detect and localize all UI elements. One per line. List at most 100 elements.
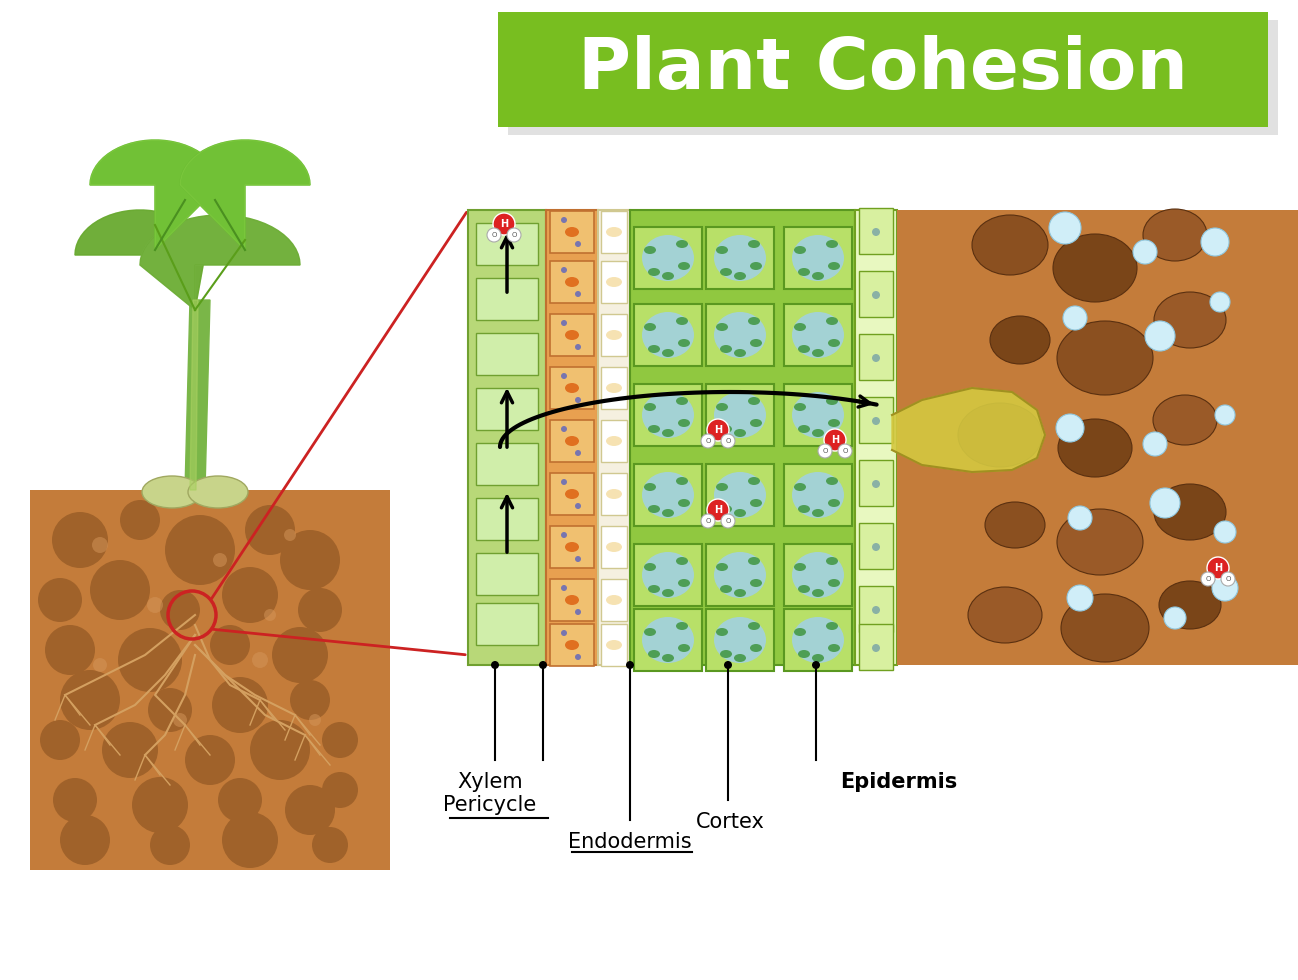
- Polygon shape: [75, 210, 205, 310]
- Circle shape: [872, 480, 880, 488]
- Circle shape: [273, 627, 328, 683]
- Circle shape: [1133, 240, 1157, 264]
- Ellipse shape: [648, 425, 659, 433]
- Ellipse shape: [606, 383, 622, 393]
- Circle shape: [872, 354, 880, 362]
- Bar: [476, 603, 537, 645]
- Bar: [706, 384, 774, 446]
- Circle shape: [38, 578, 82, 622]
- Bar: [784, 544, 851, 606]
- Circle shape: [186, 735, 235, 785]
- Circle shape: [1207, 557, 1229, 579]
- Circle shape: [575, 450, 582, 456]
- Ellipse shape: [1144, 209, 1207, 261]
- Ellipse shape: [606, 542, 622, 552]
- Ellipse shape: [720, 650, 732, 658]
- Ellipse shape: [733, 272, 746, 280]
- Bar: [546, 210, 598, 665]
- Circle shape: [1212, 575, 1238, 601]
- Bar: [498, 12, 1268, 127]
- Bar: [550, 624, 594, 666]
- Ellipse shape: [141, 476, 202, 508]
- Circle shape: [575, 503, 582, 509]
- Circle shape: [218, 778, 262, 822]
- Ellipse shape: [813, 509, 824, 517]
- Circle shape: [707, 419, 729, 441]
- Bar: [601, 526, 627, 568]
- Ellipse shape: [733, 349, 746, 357]
- Ellipse shape: [813, 272, 824, 280]
- Ellipse shape: [716, 323, 728, 331]
- Ellipse shape: [716, 483, 728, 491]
- Polygon shape: [180, 140, 310, 250]
- Ellipse shape: [676, 397, 688, 405]
- Bar: [476, 278, 537, 320]
- Polygon shape: [90, 140, 219, 250]
- Ellipse shape: [826, 477, 839, 485]
- Bar: [550, 367, 594, 409]
- Circle shape: [561, 373, 567, 379]
- Ellipse shape: [716, 246, 728, 254]
- Circle shape: [575, 241, 582, 247]
- Ellipse shape: [748, 477, 761, 485]
- Bar: [784, 609, 851, 671]
- Circle shape: [1063, 306, 1086, 330]
- Ellipse shape: [1053, 234, 1137, 302]
- Ellipse shape: [643, 472, 694, 518]
- Ellipse shape: [720, 268, 732, 276]
- Text: O: O: [492, 232, 497, 238]
- Ellipse shape: [794, 628, 806, 636]
- Ellipse shape: [792, 312, 844, 358]
- Ellipse shape: [828, 579, 840, 587]
- Ellipse shape: [676, 317, 688, 325]
- Ellipse shape: [662, 509, 674, 517]
- Circle shape: [148, 688, 192, 732]
- Ellipse shape: [606, 330, 622, 340]
- Bar: [859, 208, 893, 254]
- Ellipse shape: [714, 472, 766, 518]
- Ellipse shape: [813, 589, 824, 597]
- Ellipse shape: [826, 622, 839, 630]
- Ellipse shape: [1154, 484, 1227, 540]
- Text: O: O: [1225, 576, 1231, 582]
- Ellipse shape: [798, 268, 810, 276]
- Ellipse shape: [750, 579, 762, 587]
- Circle shape: [575, 556, 582, 562]
- Polygon shape: [75, 210, 205, 310]
- Circle shape: [561, 426, 567, 432]
- Ellipse shape: [662, 589, 674, 597]
- Ellipse shape: [678, 339, 691, 347]
- Bar: [859, 397, 893, 443]
- Bar: [601, 420, 627, 462]
- Ellipse shape: [662, 272, 674, 280]
- Circle shape: [1150, 488, 1180, 518]
- Ellipse shape: [828, 419, 840, 427]
- Ellipse shape: [1057, 321, 1153, 395]
- Circle shape: [322, 722, 358, 758]
- Bar: [601, 261, 627, 303]
- Bar: [633, 384, 702, 446]
- Bar: [633, 304, 702, 366]
- Ellipse shape: [648, 505, 659, 513]
- Text: O: O: [842, 448, 848, 454]
- Circle shape: [245, 505, 295, 555]
- Ellipse shape: [678, 644, 691, 652]
- Ellipse shape: [716, 403, 728, 411]
- Ellipse shape: [733, 509, 746, 517]
- Circle shape: [561, 585, 567, 591]
- Text: Endodermis: Endodermis: [569, 832, 692, 852]
- Circle shape: [252, 652, 267, 668]
- Ellipse shape: [794, 403, 806, 411]
- Bar: [550, 211, 594, 253]
- Ellipse shape: [828, 339, 840, 347]
- Polygon shape: [140, 215, 300, 310]
- Bar: [859, 624, 893, 670]
- Circle shape: [286, 785, 335, 835]
- Circle shape: [1049, 212, 1081, 244]
- Bar: [630, 210, 855, 665]
- Ellipse shape: [662, 349, 674, 357]
- Ellipse shape: [648, 585, 659, 593]
- Ellipse shape: [828, 644, 840, 652]
- Circle shape: [561, 217, 567, 223]
- Circle shape: [160, 590, 200, 630]
